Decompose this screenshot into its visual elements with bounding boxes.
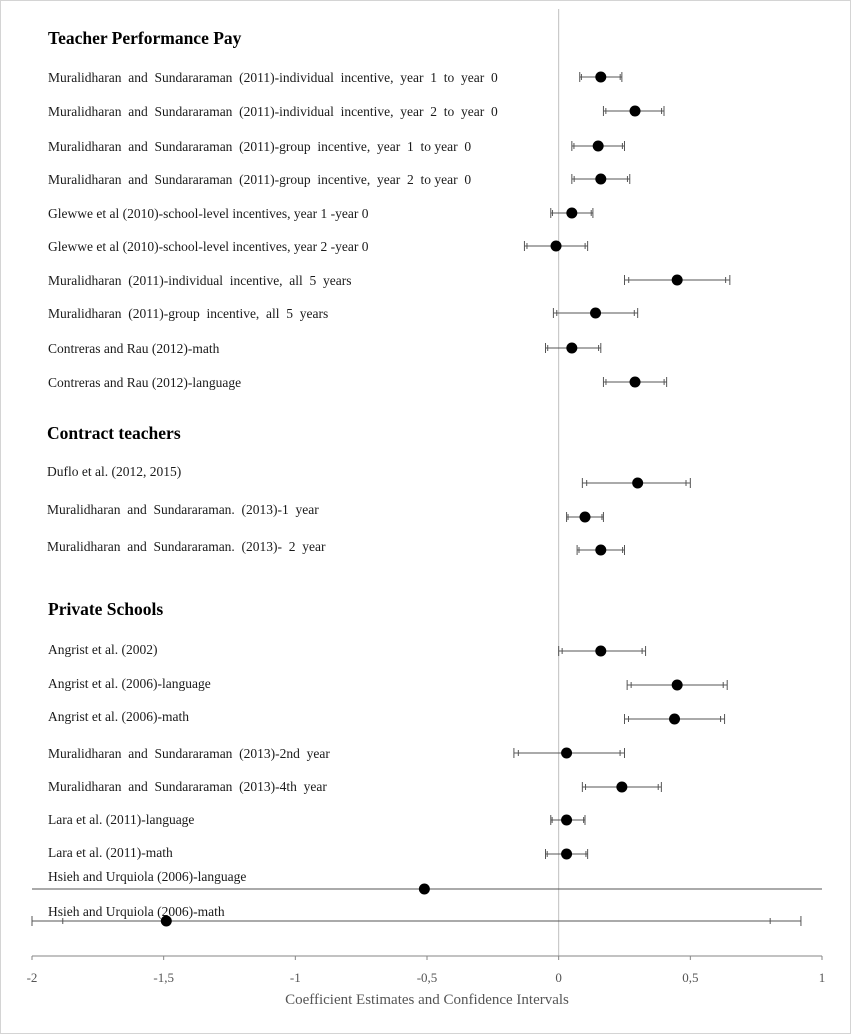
group-heading: Private Schools xyxy=(48,599,163,619)
study-row: Contreras and Rau (2012)-math xyxy=(48,341,602,356)
group-2: Contract teachers Duflo et al. (2012, 201… xyxy=(47,423,691,556)
study-label: Muralidharan (2011)-group incentive, all… xyxy=(48,306,328,321)
study-row: Muralidharan and Sundararaman (2011)-gro… xyxy=(48,139,625,154)
study-row: Muralidharan and Sundararaman (2011)-gro… xyxy=(48,172,631,187)
study-row: Muralidharan (2011)-group incentive, all… xyxy=(48,306,639,321)
x-tick-label: 0 xyxy=(555,970,562,985)
study-row: Muralidharan and Sundararaman (2013)-2nd… xyxy=(48,746,625,761)
study-label: Muralidharan and Sundararaman (2011)-gro… xyxy=(48,139,471,154)
point-estimate-marker xyxy=(671,679,683,691)
point-estimate-marker xyxy=(632,477,644,489)
point-estimate-marker xyxy=(590,307,602,319)
point-estimate-marker xyxy=(561,747,573,759)
study-row: Angrist et al. (2006)-math xyxy=(48,709,726,725)
study-label: Muralidharan and Sundararaman (2013)-2nd… xyxy=(48,746,330,761)
study-label: Angrist et al. (2006)-math xyxy=(48,709,189,724)
point-estimate-marker xyxy=(595,173,607,185)
x-tick-label: -2 xyxy=(27,970,38,985)
point-estimate-marker xyxy=(629,105,641,117)
group-heading: Contract teachers xyxy=(47,423,181,443)
study-label: Muralidharan and Sundararaman (2013)-4th… xyxy=(48,779,327,794)
x-tick-label: -0,5 xyxy=(417,970,438,985)
study-row: Hsieh and Urquiola (2006)-math xyxy=(31,904,802,927)
point-estimate-marker xyxy=(595,544,607,556)
point-estimate-marker xyxy=(561,814,573,826)
point-estimate-marker xyxy=(595,645,607,657)
point-estimate-marker xyxy=(160,915,172,927)
study-label: Contreras and Rau (2012)-math xyxy=(48,341,220,356)
x-tick-label: -1,5 xyxy=(153,970,174,985)
study-row: Hsieh and Urquiola (2006)-language xyxy=(32,869,822,895)
x-axis-label: Coefficient Estimates and Confidence Int… xyxy=(285,992,569,1008)
study-label: Angrist et al. (2006)-language xyxy=(48,676,211,691)
x-axis-ticks: -2 -1,5 -1 -0,5 0 0,5 1 xyxy=(27,956,826,985)
study-label: Glewwe et al (2010)-school-level incenti… xyxy=(48,206,369,221)
point-estimate-marker xyxy=(671,274,683,286)
study-row: Glewwe et al (2010)-school-level incenti… xyxy=(48,206,594,221)
study-row: Muralidharan and Sundararaman (2013)-4th… xyxy=(48,779,662,794)
study-row: Angrist et al. (2002) xyxy=(48,642,647,657)
study-label: Muralidharan and Sundararaman. (2013)- 2… xyxy=(47,539,326,554)
group-3: Private Schools Angrist et al. (2002) Angr… xyxy=(31,599,822,927)
study-row: Lara et al. (2011)-math xyxy=(48,845,589,860)
study-row: Muralidharan and Sundararaman. (2013)- 2… xyxy=(47,539,625,556)
study-label: Lara et al. (2011)-math xyxy=(48,845,173,860)
point-estimate-marker xyxy=(566,207,578,219)
study-row: Muralidharan and Sundararaman (2011)-ind… xyxy=(48,104,665,119)
x-tick-label: 0,5 xyxy=(682,970,698,985)
point-estimate-marker xyxy=(561,848,573,860)
point-estimate-marker xyxy=(566,342,578,354)
study-label: Muralidharan (2011)-individual incentive… xyxy=(48,273,352,288)
study-label: Hsieh and Urquiola (2006)-math xyxy=(48,904,225,919)
study-row: Muralidharan (2011)-individual incentive… xyxy=(48,273,731,288)
study-label: Muralidharan and Sundararaman (2011)-ind… xyxy=(48,70,498,85)
study-label: Duflo et al. (2012, 2015) xyxy=(47,464,181,479)
study-row: Muralidharan and Sundararaman (2011)-ind… xyxy=(48,70,623,85)
study-label: Muralidharan and Sundararaman (2011)-gro… xyxy=(48,172,471,187)
plot-rows: Teacher Performance Pay Muralidharan and … xyxy=(31,28,822,927)
point-estimate-marker xyxy=(629,376,641,388)
study-label: Contreras and Rau (2012)-language xyxy=(48,375,241,390)
study-label: Muralidharan and Sundararaman. (2013)-1 … xyxy=(47,502,319,517)
study-row: Muralidharan and Sundararaman. (2013)-1 … xyxy=(47,502,604,523)
point-estimate-marker xyxy=(592,140,604,152)
study-label: Hsieh and Urquiola (2006)-language xyxy=(48,869,246,884)
study-row: Duflo et al. (2012, 2015) xyxy=(47,464,691,489)
study-label: Angrist et al. (2002) xyxy=(48,642,157,657)
study-row: Lara et al. (2011)-language xyxy=(48,812,586,827)
study-label: Glewwe et al (2010)-school-level incenti… xyxy=(48,239,369,254)
group-heading: Teacher Performance Pay xyxy=(48,28,242,48)
study-label: Muralidharan and Sundararaman (2011)-ind… xyxy=(48,104,498,119)
study-row: Glewwe et al (2010)-school-level incenti… xyxy=(48,239,589,254)
group-1: Teacher Performance Pay Muralidharan and … xyxy=(48,28,731,390)
point-estimate-marker xyxy=(616,781,628,793)
point-estimate-marker xyxy=(595,71,607,83)
point-estimate-marker xyxy=(669,713,681,725)
point-estimate-marker xyxy=(579,511,591,523)
point-estimate-marker xyxy=(418,883,430,895)
x-tick-label: 1 xyxy=(819,970,826,985)
study-row: Contreras and Rau (2012)-language xyxy=(48,375,668,390)
study-row: Angrist et al. (2006)-language xyxy=(48,676,728,691)
x-tick-label: -1 xyxy=(290,970,301,985)
study-label: Lara et al. (2011)-language xyxy=(48,812,194,827)
point-estimate-marker xyxy=(550,240,562,252)
